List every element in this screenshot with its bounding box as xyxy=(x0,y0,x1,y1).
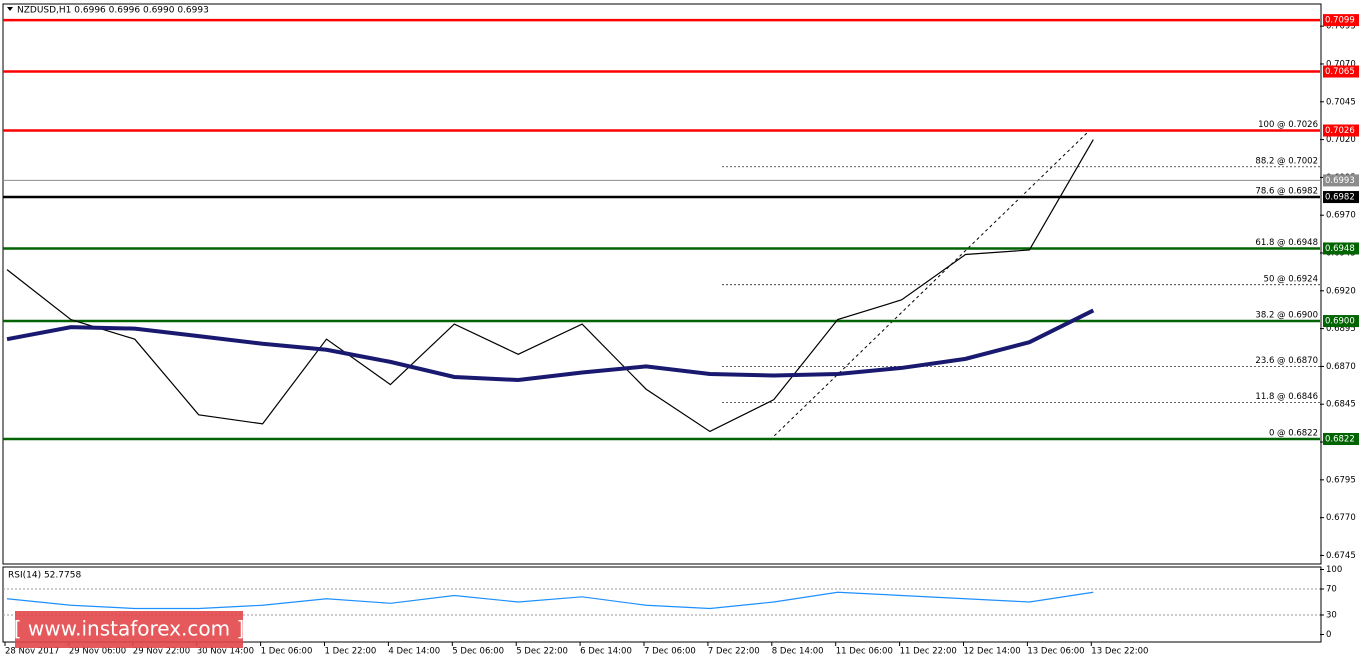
x-tick-label: 12 Dec 14:00 xyxy=(964,647,1021,657)
y-tick-label: 0.6895 xyxy=(1326,324,1356,334)
x-tick-label: 30 Nov 14:00 xyxy=(197,647,254,657)
level-label: 0.6982 xyxy=(1325,193,1355,203)
x-tick-label: 29 Nov 22:00 xyxy=(133,647,190,657)
level-tag xyxy=(1323,124,1359,137)
y-tick-label: 0 xyxy=(1326,630,1331,640)
x-tick-label: 11 Dec 22:00 xyxy=(900,647,957,657)
x-tick-label: 11 Dec 06:00 xyxy=(836,647,893,657)
level-tag xyxy=(1323,14,1359,27)
x-tick-label: 5 Dec 06:00 xyxy=(452,647,504,657)
x-tick-label: 1 Dec 06:00 xyxy=(261,647,313,657)
level-tag xyxy=(1323,315,1359,328)
level-label: 0.7065 xyxy=(1325,67,1355,77)
y-tick-label: 0.7095 xyxy=(1326,22,1356,32)
y-tick-label: 0.6745 xyxy=(1326,551,1356,561)
level-label: 0.7099 xyxy=(1325,16,1355,26)
level-tag xyxy=(1323,174,1359,187)
y-tick-label: 0.7020 xyxy=(1326,135,1356,145)
x-tick-label: 7 Dec 06:00 xyxy=(644,647,696,657)
x-tick-label: 4 Dec 14:00 xyxy=(388,647,440,657)
series-line xyxy=(6,139,1094,433)
fib-label: 0 @ 0.6822 xyxy=(1269,429,1318,439)
y-tick-label: 0.7045 xyxy=(1326,97,1356,107)
chart-title: NZDUSD,H1 0.6996 0.6996 0.6990 0.6993 xyxy=(17,6,209,16)
level-label: 0.6993 xyxy=(1325,176,1355,186)
watermark-text: [ www.instaforex.com ] xyxy=(14,617,245,641)
x-tick-label: 5 Dec 22:00 xyxy=(516,647,568,657)
y-tick-label: 0.6920 xyxy=(1326,286,1356,296)
fib-label: 50 @ 0.6924 xyxy=(1264,274,1318,284)
series-line xyxy=(6,591,1094,610)
level-label: 0.7026 xyxy=(1325,126,1355,136)
level-tag xyxy=(1323,191,1359,204)
y-tick-label: 70 xyxy=(1326,585,1337,595)
level-tag xyxy=(1323,433,1359,445)
y-tick-label: 30 xyxy=(1326,611,1337,621)
x-tick-label: 7 Dec 22:00 xyxy=(708,647,760,657)
level-label: 0.6900 xyxy=(1325,317,1355,327)
fib-label: 61.8 @ 0.6948 xyxy=(1255,238,1318,248)
y-tick-label: 0.6795 xyxy=(1326,475,1356,485)
price-panel xyxy=(2,3,1322,565)
y-tick-label: 100 xyxy=(1326,565,1342,575)
x-tick-label: 6 Dec 14:00 xyxy=(580,647,632,657)
y-tick-label: 0.6970 xyxy=(1326,211,1356,221)
level-label: 0.6822 xyxy=(1325,435,1355,445)
rsi-title: RSI(14) 52.7758 xyxy=(8,571,81,581)
fib-label: 38.2 @ 0.6900 xyxy=(1255,311,1318,321)
x-tick-label: 13 Dec 22:00 xyxy=(1091,647,1148,657)
level-tag xyxy=(1323,65,1359,78)
x-tick-label: 8 Dec 14:00 xyxy=(772,647,824,657)
y-tick-label: 0.6770 xyxy=(1326,513,1356,523)
y-tick-label: 0.6870 xyxy=(1326,362,1356,372)
level-tag xyxy=(1323,242,1359,255)
x-tick-label: 1 Dec 22:00 xyxy=(325,647,377,657)
series-line xyxy=(6,308,1095,383)
fib-label: 23.6 @ 0.6870 xyxy=(1255,356,1318,366)
y-tick-label: 0.7070 xyxy=(1326,59,1356,69)
fib-label: 78.6 @ 0.6982 xyxy=(1255,187,1318,197)
watermark: [ www.instaforex.com ] xyxy=(14,611,245,648)
x-tick-label: 13 Dec 06:00 xyxy=(1027,647,1084,657)
watermark-box xyxy=(15,611,243,648)
x-tick-label: 29 Nov 06:00 xyxy=(69,647,126,657)
y-tick-label: 0.6845 xyxy=(1326,400,1356,410)
fib-label: 88.2 @ 0.7002 xyxy=(1255,156,1318,166)
fib-label: 100 @ 0.7026 xyxy=(1258,120,1318,130)
x-tick-label: 28 Nov 2017 xyxy=(5,647,59,657)
level-label: 0.6948 xyxy=(1325,244,1355,254)
fib-label: 11.8 @ 0.6846 xyxy=(1255,392,1318,402)
collapse-icon xyxy=(7,7,13,11)
